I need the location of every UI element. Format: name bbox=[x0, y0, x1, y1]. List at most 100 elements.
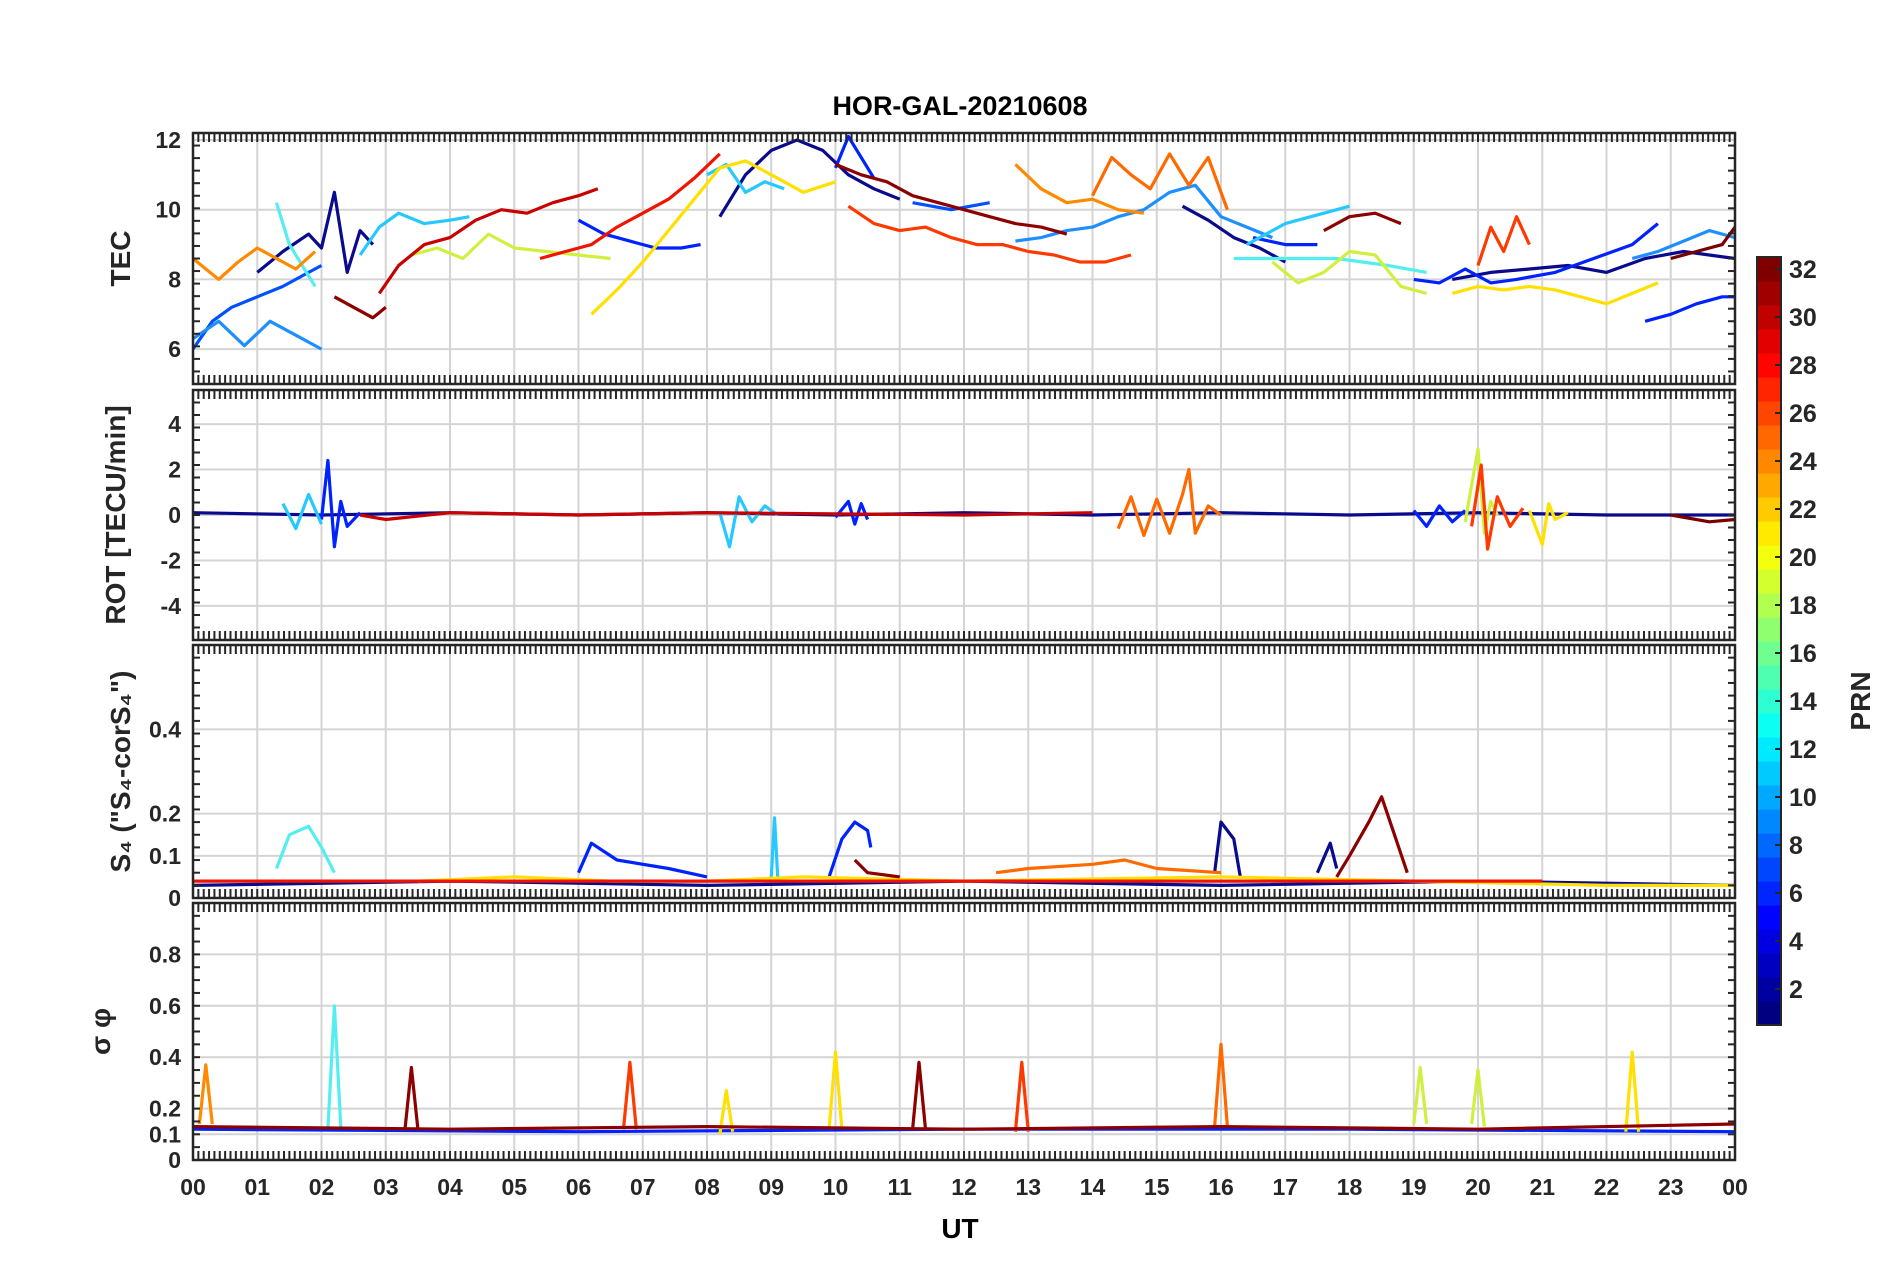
colorbar-segment bbox=[1757, 665, 1781, 690]
series-prn-4 bbox=[1413, 222, 1659, 285]
series-prn-4 bbox=[827, 820, 873, 878]
colorbar-segment bbox=[1757, 425, 1781, 450]
y-tick-label: 10 bbox=[155, 197, 181, 223]
series-prn-19 bbox=[1412, 1065, 1429, 1125]
series-prn-1 bbox=[1213, 820, 1242, 878]
x-tick-label: 04 bbox=[437, 1174, 463, 1200]
colorbar-tick-label: 8 bbox=[1789, 832, 1803, 860]
colorbar-segment bbox=[1757, 377, 1781, 402]
series-prn-25 bbox=[1091, 152, 1229, 211]
series-prn-30 bbox=[359, 511, 1093, 522]
colorbar-tick-label: 4 bbox=[1789, 928, 1803, 956]
panel-sigma_phi: 00.10.2 0.4 0.6 0.8 σ φ bbox=[85, 901, 1737, 1173]
colorbar-tick-label: 20 bbox=[1789, 544, 1817, 572]
chart-title: HOR-GAL-20210608 bbox=[832, 91, 1087, 121]
x-tick-label: 20 bbox=[1465, 1174, 1491, 1200]
y-tick-label: 8 bbox=[168, 266, 181, 292]
colorbar-segment bbox=[1757, 281, 1781, 306]
panel-s4: 0 0.1 0.2 0.4 S₄ ("S₄-corS₄") bbox=[105, 643, 1737, 911]
series-prn-13 bbox=[274, 202, 317, 288]
y-tick-label: 0 bbox=[168, 1147, 181, 1173]
colorbar-segment bbox=[1757, 857, 1781, 882]
colorbar-tick-label: 32 bbox=[1789, 256, 1817, 284]
series-prn-21 bbox=[1527, 502, 1569, 547]
colorbar-segment bbox=[1757, 521, 1781, 546]
series-prn-8 bbox=[193, 319, 323, 351]
series-group bbox=[193, 134, 1735, 351]
x-tick-label: 10 bbox=[823, 1174, 849, 1200]
series-prn-24 bbox=[197, 1063, 214, 1125]
series-prn-19 bbox=[1470, 1068, 1486, 1127]
series-prn-13 bbox=[326, 1004, 343, 1130]
series-prn-21 bbox=[590, 159, 836, 316]
series-prn-1 bbox=[1452, 249, 1735, 281]
panel-tec: 6 8 10 12 TEC bbox=[105, 127, 1737, 386]
series-prn-6 bbox=[193, 264, 323, 351]
colorbar-tick-label: 24 bbox=[1789, 448, 1817, 476]
colorbar-tick-label: 10 bbox=[1789, 784, 1817, 812]
colorbar-tick-label: 14 bbox=[1789, 688, 1817, 716]
x-tick-label: 01 bbox=[244, 1174, 270, 1200]
series-prn-32 bbox=[1670, 226, 1735, 261]
y-tick-label: 0 bbox=[168, 885, 181, 911]
colorbar-segment bbox=[1757, 905, 1781, 930]
series-prn-4 bbox=[1252, 236, 1318, 247]
y-axis-label: TEC bbox=[105, 231, 136, 287]
series-prn-4 bbox=[834, 499, 870, 526]
series-group bbox=[193, 1004, 1735, 1135]
series-prn-30 bbox=[377, 187, 599, 295]
panel-rot: -4 -2 0 2 4 ROT [TECU/min] bbox=[100, 388, 1737, 642]
x-tick-label: 00 bbox=[180, 1174, 206, 1200]
series-prn-31 bbox=[911, 1060, 928, 1130]
series-group bbox=[193, 447, 1735, 551]
colorbar-segment bbox=[1757, 329, 1781, 354]
series-prn-4 bbox=[834, 134, 876, 180]
x-tick-label: 03 bbox=[373, 1174, 399, 1200]
y-axis-label: σ φ bbox=[85, 1008, 116, 1055]
x-tick-label: 19 bbox=[1401, 1174, 1427, 1200]
series-prn-31 bbox=[1323, 211, 1402, 233]
series-group bbox=[193, 795, 1735, 887]
series-prn-27 bbox=[621, 1060, 638, 1130]
x-tick-label: 05 bbox=[501, 1174, 527, 1200]
y-axis-label: ROT [TECU/min] bbox=[100, 405, 131, 624]
x-tick-label: 22 bbox=[1594, 1174, 1620, 1200]
series-prn-21 bbox=[417, 875, 1735, 887]
colorbar-tick-label: 12 bbox=[1789, 736, 1817, 764]
x-tick-label: 16 bbox=[1208, 1174, 1234, 1200]
colorbar-frame bbox=[1756, 256, 1782, 1026]
y-tick-label: 0 bbox=[168, 502, 181, 528]
x-tick-label: 00 bbox=[1722, 1174, 1748, 1200]
series-prn-21 bbox=[827, 1050, 844, 1130]
series-prn-25 bbox=[1116, 467, 1222, 538]
x-axis-label: UT bbox=[941, 1213, 978, 1244]
x-tick-label: 12 bbox=[951, 1174, 977, 1200]
x-tick-label: 15 bbox=[1144, 1174, 1170, 1200]
series-prn-19 bbox=[1463, 447, 1499, 535]
series-prn-27 bbox=[847, 204, 1132, 264]
series-prn-31 bbox=[853, 858, 901, 879]
colorbar-segment bbox=[1757, 809, 1781, 834]
x-tick-label: 08 bbox=[694, 1174, 720, 1200]
x-tick-label: 21 bbox=[1529, 1174, 1555, 1200]
series-prn-4 bbox=[1644, 295, 1735, 323]
series-prn-21 bbox=[718, 1089, 735, 1135]
y-tick-label: -4 bbox=[161, 593, 182, 619]
y-tick-label: 0.8 bbox=[149, 941, 181, 967]
colorbar-tick-label: 6 bbox=[1789, 880, 1803, 908]
y-tick-label: 0.1 bbox=[149, 1121, 181, 1147]
x-tick-label: 11 bbox=[888, 1174, 913, 1200]
colorbar-segment bbox=[1757, 617, 1781, 642]
y-tick-label: 0.4 bbox=[149, 1044, 181, 1070]
x-tick-label: 02 bbox=[309, 1174, 335, 1200]
x-tick-label: 23 bbox=[1658, 1174, 1684, 1200]
y-tick-label: 12 bbox=[155, 127, 181, 153]
series-prn-1 bbox=[1181, 204, 1287, 264]
series-prn-31 bbox=[333, 295, 387, 320]
y-axis-label: S₄ ("S₄-corS₄") bbox=[105, 671, 136, 873]
series-prn-11 bbox=[769, 816, 780, 877]
x-tick-label: 18 bbox=[1337, 1174, 1363, 1200]
